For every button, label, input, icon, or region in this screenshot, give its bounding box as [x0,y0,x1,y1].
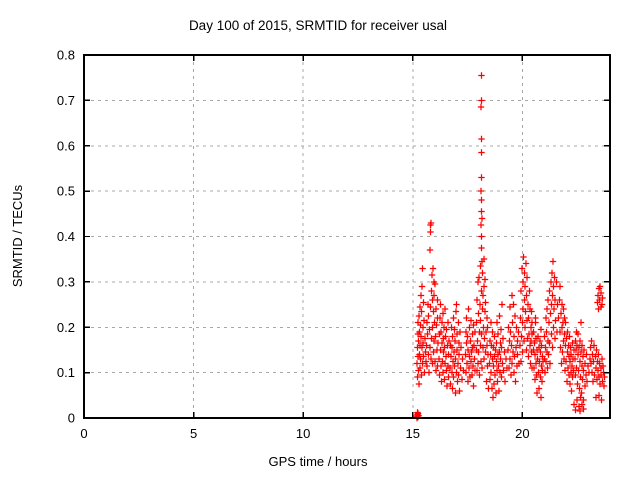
x-tick-label: 10 [296,426,310,441]
x-tick-label: 0 [80,426,87,441]
data-points-series [413,72,608,422]
x-tick-label: 5 [190,426,197,441]
y-tick-label: 0.3 [57,274,75,289]
y-tick-label: 0.8 [57,48,75,63]
x-axis-label: GPS time / hours [269,454,368,469]
y-tick-label: 0.2 [57,320,75,335]
x-tick-label: 15 [406,426,420,441]
y-tick-label: 0.1 [57,365,75,380]
y-tick-label: 0.4 [57,229,75,244]
y-axis-label: SRMTID / TECUs [10,184,25,287]
y-tick-label: 0 [68,411,75,426]
x-tick-label: 20 [515,426,529,441]
y-tick-label: 0.7 [57,93,75,108]
y-tick-label: 0.6 [57,138,75,153]
plot-area: 0 5 10 15 20 0 0.1 0.2 0.3 0.4 0.5 0.6 0.7 0.8 [57,48,611,441]
chart-title: Day 100 of 2015, SRMTID for receiver usa… [189,18,447,33]
y-tick-label: 0.5 [57,184,75,199]
